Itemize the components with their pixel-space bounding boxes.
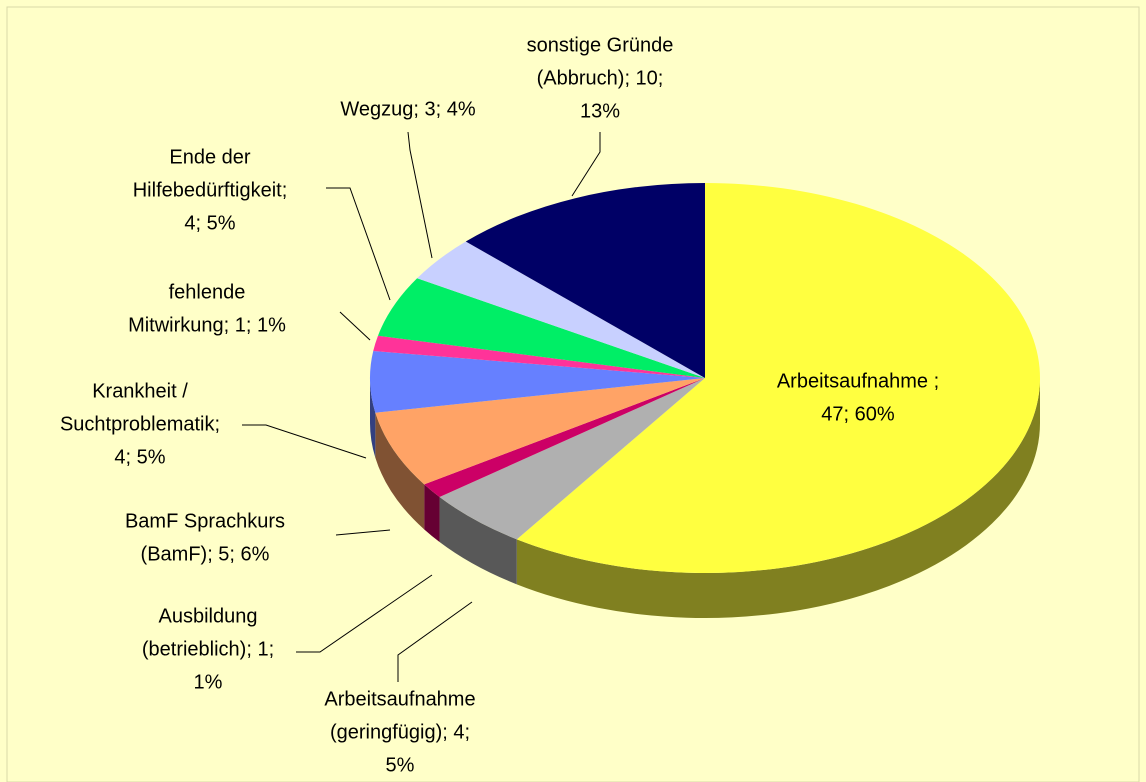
slice [417,241,705,378]
slice [439,378,705,540]
slice-side [439,496,517,585]
slice [424,378,705,497]
leader-line [242,424,367,459]
slice-side [375,412,425,530]
slice [516,183,1040,573]
leader-line [571,132,601,197]
slice [465,183,705,378]
data-label: Wegzug; 3; 4% [340,98,475,120]
data-label: sonstige Gründe [527,34,674,56]
data-label: Ende der [169,146,251,168]
data-label: 13% [580,100,620,122]
leader-line [296,574,433,653]
slice-side [370,378,376,458]
slice-side [424,484,440,542]
data-label: Arbeitsaufnahme ; [777,370,939,392]
data-label: Ausbildung [159,605,258,627]
data-label: Suchtproblematik; [60,413,220,435]
leader-line [407,131,433,259]
leader-line [339,311,371,341]
data-label: (Abbruch); 10; [537,67,664,89]
leader-line [397,601,473,682]
data-label: (betrieblich); 1; [142,638,274,660]
slice [369,350,705,413]
data-label: Krankheit / [92,380,188,402]
data-label: Mitwirkung; 1; 1% [128,314,286,336]
data-label: (BamF); 5; 6% [141,543,270,565]
leader-line [335,529,391,536]
slice-side [516,378,1040,618]
slice [373,335,705,378]
data-label: 4; 5% [114,446,165,468]
data-label: 5% [386,754,415,776]
data-label: 1% [194,671,223,693]
data-label: Arbeitsaufnahme [324,688,475,710]
leader-line [326,187,391,301]
data-label: 47; 60% [821,403,895,425]
slice [377,278,705,378]
data-label: (geringfügig); 4; [330,721,470,743]
data-label: BamF Sprachkurs [125,510,285,532]
data-label: fehlende [169,281,246,303]
data-label: 4; 5% [184,212,235,234]
slice [375,378,705,485]
data-label: Hilfebedürftigkeit; [133,179,288,201]
